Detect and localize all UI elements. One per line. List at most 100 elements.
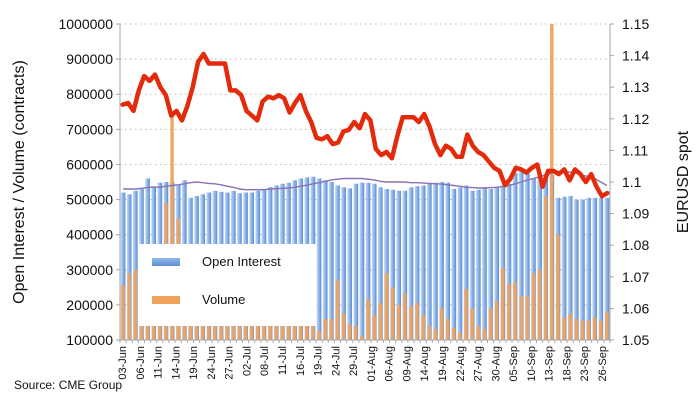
x-tick-label: 29-Jul xyxy=(348,346,360,376)
open-interest-bar xyxy=(347,188,353,340)
open-interest-bar xyxy=(524,173,530,340)
open-interest-bar xyxy=(445,182,451,340)
right-tick-label: 1.06 xyxy=(622,300,649,316)
right-tick-label: 1.1 xyxy=(622,174,642,190)
volume-bar xyxy=(562,317,566,340)
right-axis-ticks: 1.15 1.14 1.13 1.12 1.11 1.1 1.09 1.08 1.07 1.06 1… xyxy=(610,16,649,348)
volume-bar xyxy=(329,318,334,340)
x-tick-label: 24-Jul xyxy=(330,346,342,376)
open-interest-bar xyxy=(322,180,328,340)
volume-bar xyxy=(568,313,572,340)
open-interest-bar xyxy=(341,187,346,340)
x-tick-label: 14-Aug xyxy=(419,346,431,381)
volume-bar xyxy=(139,325,144,340)
left-tick-label: 900000 xyxy=(66,51,113,67)
open-interest-bar xyxy=(126,194,132,340)
open-interest-bar xyxy=(518,171,524,340)
volume-bar xyxy=(458,332,462,340)
volume-bar xyxy=(421,315,425,340)
volume-bar xyxy=(396,304,401,340)
x-tick-label: 14-Jun xyxy=(170,346,182,380)
volume-bar xyxy=(127,273,131,340)
x-tick-label: 19-Aug xyxy=(437,346,449,381)
right-tick-label: 1.13 xyxy=(622,79,649,95)
volume-bar xyxy=(262,325,266,340)
x-tick-label: 30-Aug xyxy=(490,346,502,381)
volume-bar xyxy=(268,325,272,340)
volume-bar xyxy=(243,325,248,340)
x-tick-label: 03-Jun xyxy=(117,346,129,380)
open-interest-bar xyxy=(439,182,444,340)
x-tick-label: 01-Aug xyxy=(366,346,378,381)
open-interest-bar xyxy=(475,189,481,340)
x-tick-label: 27-Jun xyxy=(224,346,236,380)
volume-bar xyxy=(372,315,376,340)
volume-bar xyxy=(403,294,407,340)
open-interest-bar xyxy=(482,187,487,340)
volume-bar xyxy=(225,325,229,340)
open-interest-bar xyxy=(377,187,383,340)
legend-item-volume: Volume xyxy=(138,292,245,307)
x-tick-label: 26-Sep xyxy=(597,346,609,381)
open-interest-bar xyxy=(371,183,377,340)
open-interest-bar xyxy=(500,185,506,340)
open-interest-bar xyxy=(408,187,414,340)
x-axis-ticks: 03-Jun 06-Jun 11-Jun 14-Jun 19-Jun 24-Jun 27-J… xyxy=(117,340,611,381)
left-tick-label: 100000 xyxy=(66,332,113,348)
left-tick-label: 500000 xyxy=(66,192,113,208)
open-interest-bar xyxy=(592,197,598,340)
volume-bar xyxy=(556,234,560,340)
left-tick-label: 200000 xyxy=(66,297,113,313)
open-interest-bar xyxy=(335,185,340,340)
open-interest-bar xyxy=(132,190,138,340)
right-tick-label: 1.11 xyxy=(622,142,648,158)
right-tick-label: 1.09 xyxy=(622,206,649,222)
volume-bar xyxy=(415,303,419,340)
left-axis-ticks: 1000000 900000 800000 700000 600000 500000 400… xyxy=(58,16,120,348)
open-interest-bar xyxy=(567,196,573,340)
volume-bar xyxy=(323,318,327,340)
x-tick-label: 10-Sep xyxy=(526,346,538,381)
open-interest-bar xyxy=(433,182,438,340)
volume-bar xyxy=(513,282,517,340)
legend-label-open-interest: Open Interest xyxy=(202,254,281,269)
volume-bar xyxy=(525,296,530,340)
open-interest-bar xyxy=(512,173,518,340)
open-interest-bar xyxy=(390,189,395,340)
open-interest-bar xyxy=(384,189,389,340)
volume-bar xyxy=(354,325,358,340)
left-tick-label: 1000000 xyxy=(58,16,113,32)
x-tick-label: 27-Aug xyxy=(473,346,485,381)
right-tick-label: 1.14 xyxy=(622,48,649,64)
x-tick-label: 11-Jun xyxy=(153,346,165,379)
x-tick-label: 13-Sep xyxy=(544,346,556,381)
open-interest-bar xyxy=(451,189,457,340)
right-tick-label: 1.15 xyxy=(622,16,649,32)
x-tick-label: 22-Aug xyxy=(455,346,467,381)
volume-bar xyxy=(445,318,450,340)
volume-bar xyxy=(347,324,352,340)
volume-bar xyxy=(219,325,223,340)
eurusd-spot-line xyxy=(120,51,610,199)
volume-bar xyxy=(409,306,413,340)
x-tick-label: 06-Aug xyxy=(384,346,396,381)
open-interest-swatch xyxy=(152,257,180,266)
volume-bar xyxy=(464,289,468,340)
x-tick-label: 11-Jul xyxy=(277,346,289,375)
volume-bar xyxy=(378,303,383,340)
volume-bar xyxy=(274,325,278,340)
volume-bar xyxy=(200,325,205,340)
volume-bar xyxy=(586,320,591,340)
left-tick-label: 600000 xyxy=(66,156,113,172)
volume-bar xyxy=(170,111,174,341)
left-tick-label: 800000 xyxy=(66,86,113,102)
volume-bar xyxy=(317,331,321,340)
open-interest-bar xyxy=(414,186,420,340)
volume-bar xyxy=(194,325,199,340)
volume-bar xyxy=(452,327,456,340)
volume-bar xyxy=(550,24,554,340)
volume-bar xyxy=(280,325,285,340)
left-tick-label: 700000 xyxy=(66,121,113,137)
volume-bar xyxy=(470,308,474,340)
volume-bar xyxy=(482,329,487,340)
